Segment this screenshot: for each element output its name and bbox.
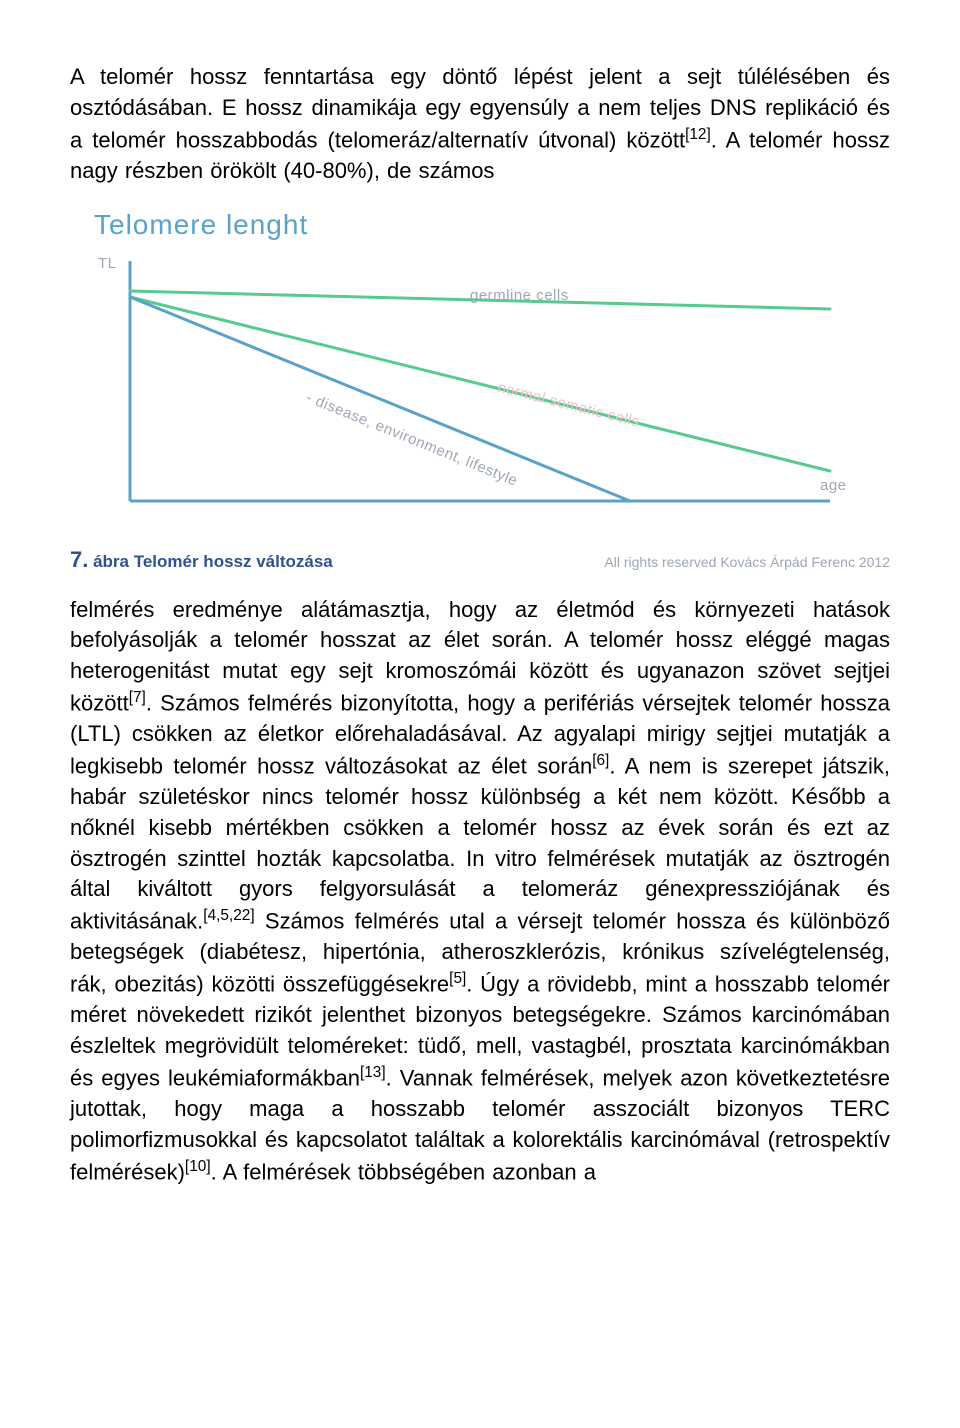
figure-caption: 7. ábra Telomér hossz változása — [70, 547, 333, 573]
citation-ref: [4,5,22] — [203, 907, 254, 924]
citation-ref: [5] — [449, 970, 466, 987]
figure-number: 7. — [70, 547, 88, 572]
y-axis-label: TL — [98, 255, 117, 272]
chart-title: Telomere lenght — [70, 209, 890, 241]
citation-ref: [7] — [129, 689, 146, 706]
telomere-chart: Telomere lenght TL age germline cells no… — [70, 209, 890, 541]
figure-caption-text: ábra Telomér hossz változása — [88, 552, 332, 571]
intro-paragraph: A telomér hossz fenntartása egy döntő lé… — [70, 62, 890, 187]
germline-label: germline cells — [470, 287, 569, 304]
x-axis-label: age — [820, 477, 847, 494]
body-text: . A felmérések többségében azonban a — [211, 1159, 596, 1184]
body-text: . A nem is szerepet játszik, habár szüle… — [70, 753, 890, 933]
body-paragraph: felmérés eredménye alátámasztja, hogy az… — [70, 595, 890, 1188]
rights-text: All rights reserved Kovács Árpád Ferenc … — [604, 554, 890, 570]
chart-svg — [70, 241, 890, 541]
chart-area: TL age germline cells normal somatic cel… — [70, 241, 890, 541]
citation-ref: [10] — [185, 1158, 211, 1175]
caption-row: 7. ábra Telomér hossz változása All righ… — [70, 547, 890, 573]
citation-ref: [6] — [592, 752, 609, 769]
page-root: A telomér hossz fenntartása egy döntő lé… — [0, 0, 960, 1250]
intro-ref-1: [12] — [685, 126, 711, 143]
citation-ref: [13] — [360, 1064, 386, 1081]
